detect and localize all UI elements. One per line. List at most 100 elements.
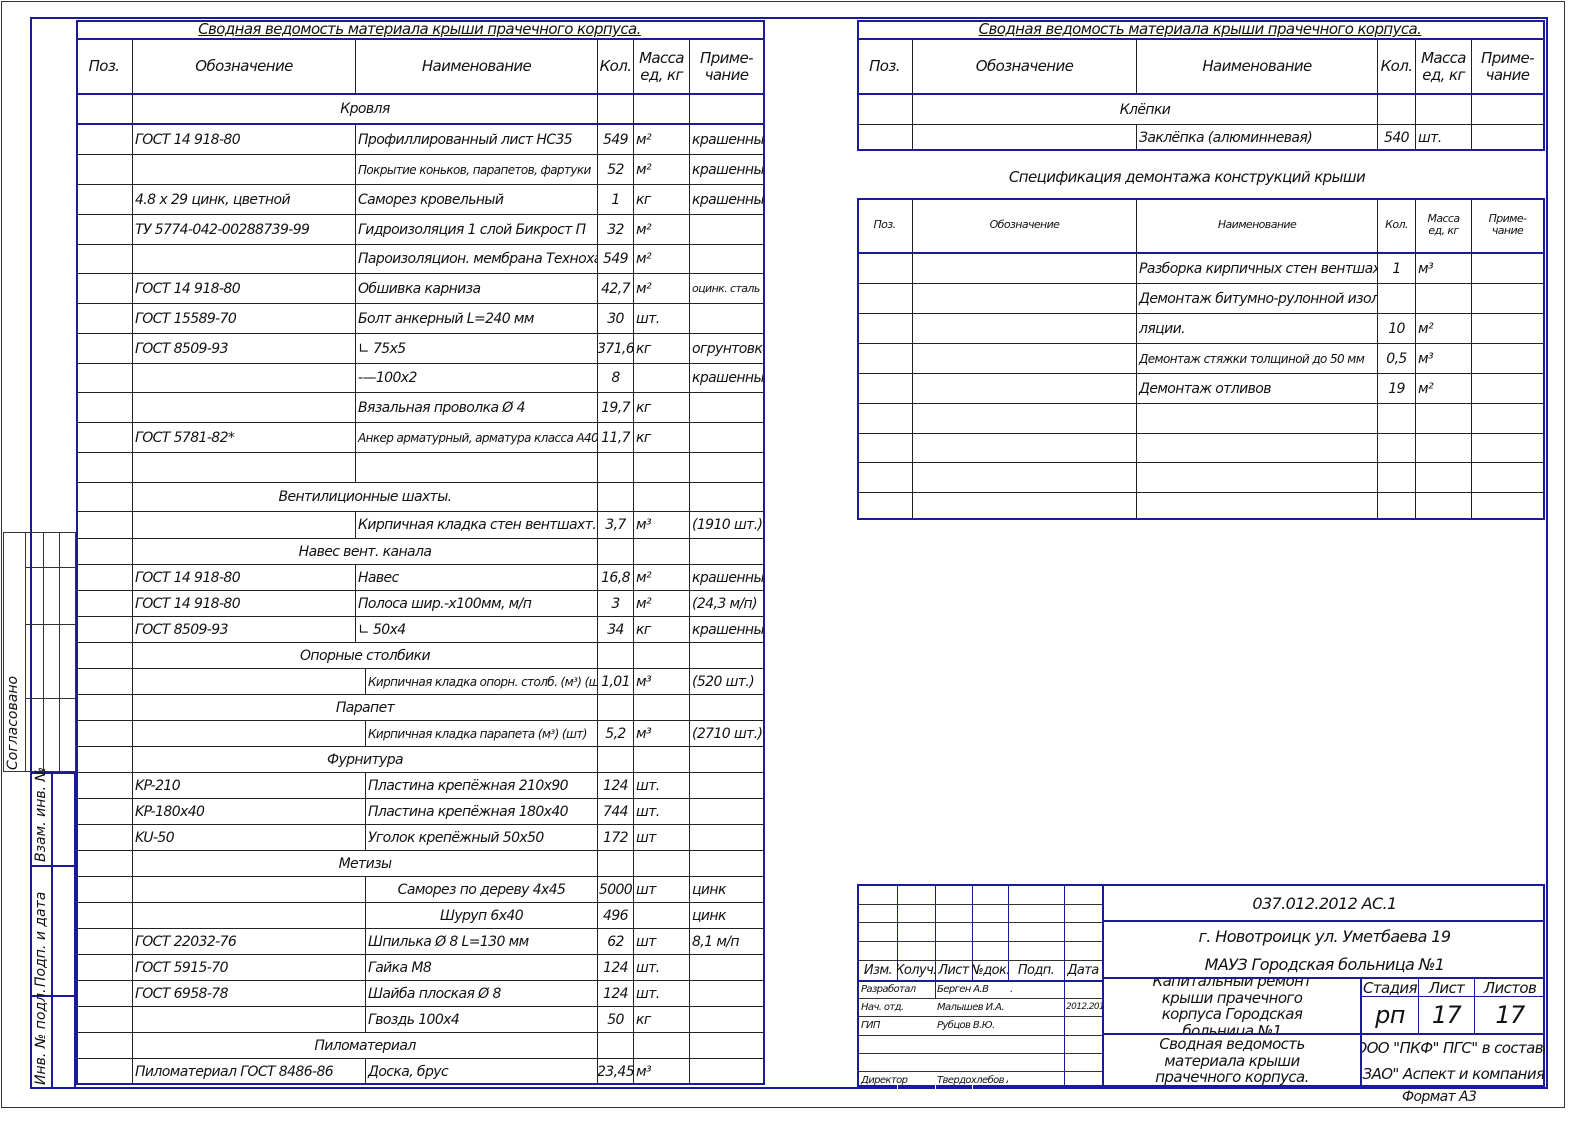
unit-cell: м² bbox=[634, 215, 690, 245]
note-cell bbox=[690, 423, 765, 453]
unit-cell: м³ bbox=[1416, 344, 1472, 374]
name-cell: ∟ 50х4 bbox=[356, 617, 598, 643]
sheet-label: Лист bbox=[1419, 979, 1475, 997]
note-cell bbox=[1472, 463, 1545, 493]
unit-cell: м³ bbox=[634, 669, 690, 695]
note-cell: крашенный bbox=[690, 364, 765, 393]
name-cell: ляции. bbox=[1137, 314, 1378, 344]
pos-cell bbox=[76, 539, 133, 565]
note-cell bbox=[690, 799, 765, 825]
designation-cell bbox=[133, 669, 366, 695]
note-cell bbox=[690, 453, 765, 483]
qty-cell: 0,5 bbox=[1378, 344, 1416, 374]
pos-cell bbox=[857, 284, 913, 314]
note-cell: 8,1 м/п bbox=[690, 929, 765, 955]
signer-date bbox=[1064, 1016, 1102, 1034]
designation-cell: ГОСТ 5781-82* bbox=[133, 423, 356, 453]
unit-cell bbox=[1416, 493, 1472, 520]
qty-cell: 23,45 bbox=[598, 1059, 634, 1085]
unit-cell bbox=[634, 539, 690, 565]
designation-cell bbox=[133, 903, 366, 929]
qty-cell: 32 bbox=[598, 215, 634, 245]
section-heading: Навес вент. канала bbox=[133, 539, 598, 565]
pos-cell bbox=[76, 95, 133, 125]
qty-cell: 540 bbox=[1378, 125, 1416, 151]
unit-cell: шт bbox=[634, 877, 690, 903]
designation-cell bbox=[913, 284, 1137, 314]
designation-cell bbox=[133, 512, 356, 539]
header-note: Приме- чание bbox=[1472, 198, 1545, 254]
designation-cell: ГОСТ 14 918-80 bbox=[133, 591, 356, 617]
qty-cell bbox=[598, 851, 634, 877]
section-heading: Клёпки bbox=[913, 95, 1378, 125]
designation-cell: ТУ 5774-042-00288739-99 bbox=[133, 215, 356, 245]
qty-cell: 5,2 bbox=[598, 721, 634, 747]
qty-cell bbox=[1378, 434, 1416, 463]
pos-cell bbox=[76, 955, 133, 981]
signer-signature bbox=[1008, 1035, 1064, 1053]
unit-cell bbox=[634, 903, 690, 929]
pos-cell bbox=[76, 423, 133, 453]
stage-value: рп bbox=[1362, 997, 1419, 1035]
unit-cell: м² bbox=[634, 274, 690, 304]
qty-cell bbox=[598, 1033, 634, 1059]
note-cell bbox=[1472, 434, 1545, 463]
designation-cell bbox=[913, 314, 1137, 344]
note-cell bbox=[690, 851, 765, 877]
table-title: Сводная ведомость материала крыши прачеч… bbox=[857, 20, 1545, 40]
pos-cell bbox=[76, 695, 133, 721]
section-heading: Парапет bbox=[133, 695, 598, 721]
note-cell bbox=[690, 304, 765, 334]
designation-cell bbox=[913, 463, 1137, 493]
company-line-1: ООО "ПКФ" ПГС" в составе bbox=[1362, 1039, 1545, 1057]
unit-cell bbox=[1416, 404, 1472, 434]
section-heading: Кровля bbox=[133, 95, 598, 125]
designation-cell: ГОСТ 8509-93 bbox=[133, 617, 356, 643]
pos-cell bbox=[76, 1033, 133, 1059]
stage-label: Стадия bbox=[1362, 979, 1419, 997]
note-cell: огрунтовка bbox=[690, 334, 765, 364]
pos-cell bbox=[76, 364, 133, 393]
unit-cell bbox=[634, 1033, 690, 1059]
signer-role: Директор bbox=[861, 1074, 908, 1086]
header-note: Приме- чание bbox=[1472, 40, 1545, 95]
note-cell: крашенный bbox=[690, 565, 765, 591]
project-name: Капитальный ремонт крыши прачечного корп… bbox=[1104, 979, 1362, 1035]
pos-cell bbox=[857, 95, 913, 125]
demolition-title: Спецификация демонтажа конструкций крыши bbox=[1008, 168, 1366, 186]
note-cell bbox=[690, 773, 765, 799]
col-header: Лист bbox=[938, 962, 969, 978]
signer-date bbox=[1064, 1071, 1102, 1089]
header-pos: Поз. bbox=[857, 40, 913, 95]
section-heading: Фурнитура bbox=[133, 747, 598, 773]
pos-cell bbox=[76, 155, 133, 185]
qty-cell: 19,7 bbox=[598, 393, 634, 423]
designation-cell: ГОСТ 15589-70 bbox=[133, 304, 356, 334]
designation-cell bbox=[133, 155, 356, 185]
signer-role bbox=[859, 1053, 935, 1071]
unit-cell: м² bbox=[634, 245, 690, 274]
signer-signature: . bbox=[1010, 983, 1013, 995]
designation-cell: ГОСТ 6958-78 bbox=[133, 981, 366, 1007]
side-stamp: Согласовано Взам. инв. № Подп. и дата Ин… bbox=[3, 532, 76, 1089]
note-cell bbox=[690, 483, 765, 512]
designation-cell bbox=[133, 393, 356, 423]
note-cell bbox=[690, 95, 765, 125]
unit-cell: кг bbox=[634, 393, 690, 423]
qty-cell: 16,8 bbox=[598, 565, 634, 591]
header-qty: Кол. bbox=[598, 40, 634, 95]
col-header: Дата bbox=[1067, 962, 1099, 978]
company-line-2: "ЗАО" Аспект и компания" bbox=[1362, 1065, 1545, 1083]
unit-cell: м² bbox=[634, 155, 690, 185]
name-cell: Гидроизоляция 1 слой Бикрост П bbox=[356, 215, 598, 245]
inv-orig-label: Инв. № подл. bbox=[33, 988, 49, 1085]
header-qty: Кол. bbox=[1378, 198, 1416, 254]
qty-cell bbox=[598, 643, 634, 669]
qty-cell: 62 bbox=[598, 929, 634, 955]
designation-cell bbox=[913, 493, 1137, 520]
unit-cell bbox=[1416, 284, 1472, 314]
note-cell bbox=[690, 539, 765, 565]
name-cell: Заклёпка (алюминневая) bbox=[1137, 125, 1378, 151]
unit-cell bbox=[634, 695, 690, 721]
unit-cell: шт. bbox=[634, 981, 690, 1007]
